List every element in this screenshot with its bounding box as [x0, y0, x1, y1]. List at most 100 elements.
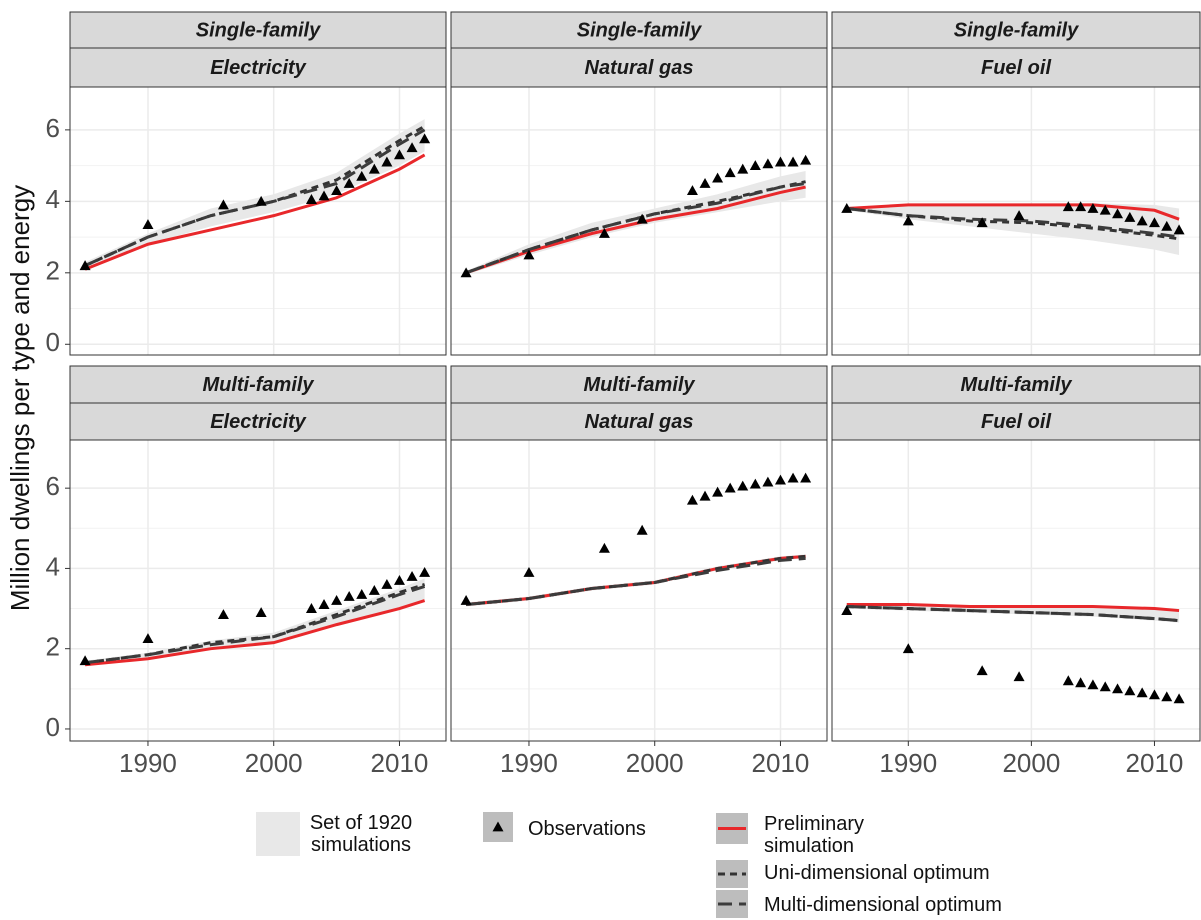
observation — [343, 177, 355, 188]
strip-background — [831, 47, 1201, 88]
observation — [1148, 217, 1160, 228]
observation — [774, 474, 786, 485]
observation — [636, 213, 648, 224]
series-line — [846, 603, 1180, 613]
observation — [460, 267, 472, 278]
observation — [902, 643, 914, 654]
observation — [712, 172, 724, 183]
observation — [523, 566, 535, 577]
observation — [331, 185, 343, 196]
observation — [1161, 220, 1173, 231]
observation — [1087, 202, 1099, 213]
observation — [318, 599, 330, 609]
observation — [1062, 201, 1074, 212]
observation — [1112, 683, 1124, 694]
x-tick-label: 1990 — [879, 748, 937, 778]
y-tick-label: 0 — [46, 712, 60, 742]
series-line — [84, 128, 426, 268]
strip-background — [831, 402, 1201, 441]
strip-label: Multi-family — [960, 374, 1072, 396]
observation — [305, 603, 317, 613]
observation — [368, 163, 380, 174]
strip-background — [69, 365, 447, 404]
series-line — [84, 125, 426, 268]
strip-label: Natural gas — [585, 411, 694, 433]
observation — [787, 156, 799, 167]
observation — [381, 156, 393, 167]
strip-background — [450, 11, 828, 49]
observation — [598, 228, 610, 238]
observation — [841, 605, 853, 615]
observation — [343, 591, 355, 601]
strip-background — [831, 365, 1201, 404]
observation — [1013, 671, 1025, 682]
observation — [356, 170, 368, 181]
panel-border — [831, 86, 1201, 356]
series-line — [84, 153, 426, 271]
y-tick-label: 2 — [46, 256, 60, 286]
y-tick-label: 4 — [46, 184, 60, 214]
observation — [598, 542, 610, 553]
panel-border — [69, 439, 447, 742]
strip-label: Single-family — [954, 19, 1079, 41]
legend-label: Uni-dimensional optimum — [764, 862, 990, 884]
observation — [787, 472, 799, 483]
observation — [331, 595, 343, 605]
legend-label: Preliminary simulation — [764, 813, 865, 857]
legend-label: Set of 1920 simulations — [309, 812, 413, 856]
x-tick-label: 2010 — [1126, 748, 1184, 778]
observation — [724, 482, 736, 493]
observation — [79, 260, 91, 271]
y-tick-label: 4 — [46, 551, 60, 581]
strip-background — [69, 11, 447, 49]
observation — [1075, 201, 1087, 212]
observation — [406, 142, 418, 153]
observation — [1161, 691, 1173, 702]
observation — [419, 133, 431, 144]
series-line — [84, 585, 426, 665]
observation — [305, 194, 317, 204]
strip-label: Single-family — [196, 19, 321, 41]
legend-label: Observations — [528, 818, 646, 840]
series-line — [465, 556, 806, 607]
observation — [686, 494, 698, 505]
observation — [1112, 208, 1124, 219]
x-tick-label: 1990 — [500, 748, 558, 778]
y-tick-label: 2 — [46, 632, 60, 662]
observation — [1136, 215, 1148, 226]
strip-label: Multi-family — [202, 374, 314, 396]
observation — [318, 190, 330, 201]
strip-background — [450, 47, 828, 88]
observation — [686, 185, 698, 196]
y-tick-label: 6 — [46, 113, 60, 143]
observation — [419, 566, 431, 577]
observation — [523, 249, 535, 260]
observation — [1099, 204, 1111, 215]
observation — [724, 167, 736, 178]
strip-background — [450, 365, 828, 404]
simulation-range — [846, 203, 1180, 255]
y-tick-label: 0 — [46, 327, 60, 357]
series-line — [846, 605, 1180, 623]
observation — [902, 215, 914, 226]
observation — [737, 163, 749, 174]
series-line — [846, 605, 1180, 623]
simulation-range — [85, 119, 425, 270]
strip-background — [69, 402, 447, 441]
observation — [1136, 687, 1148, 698]
observation — [255, 195, 267, 206]
observation — [356, 589, 368, 599]
observation — [142, 633, 154, 644]
x-tick-label: 2000 — [1002, 748, 1060, 778]
legend-key — [256, 812, 300, 856]
observation — [368, 585, 380, 595]
observation — [976, 665, 988, 676]
observation — [1099, 681, 1111, 692]
series-line — [465, 554, 806, 607]
panel-border — [450, 439, 828, 742]
observation — [381, 578, 393, 589]
strip-label: Fuel oil — [981, 411, 1051, 433]
x-tick-label: 2000 — [626, 748, 684, 778]
observation — [762, 158, 774, 169]
